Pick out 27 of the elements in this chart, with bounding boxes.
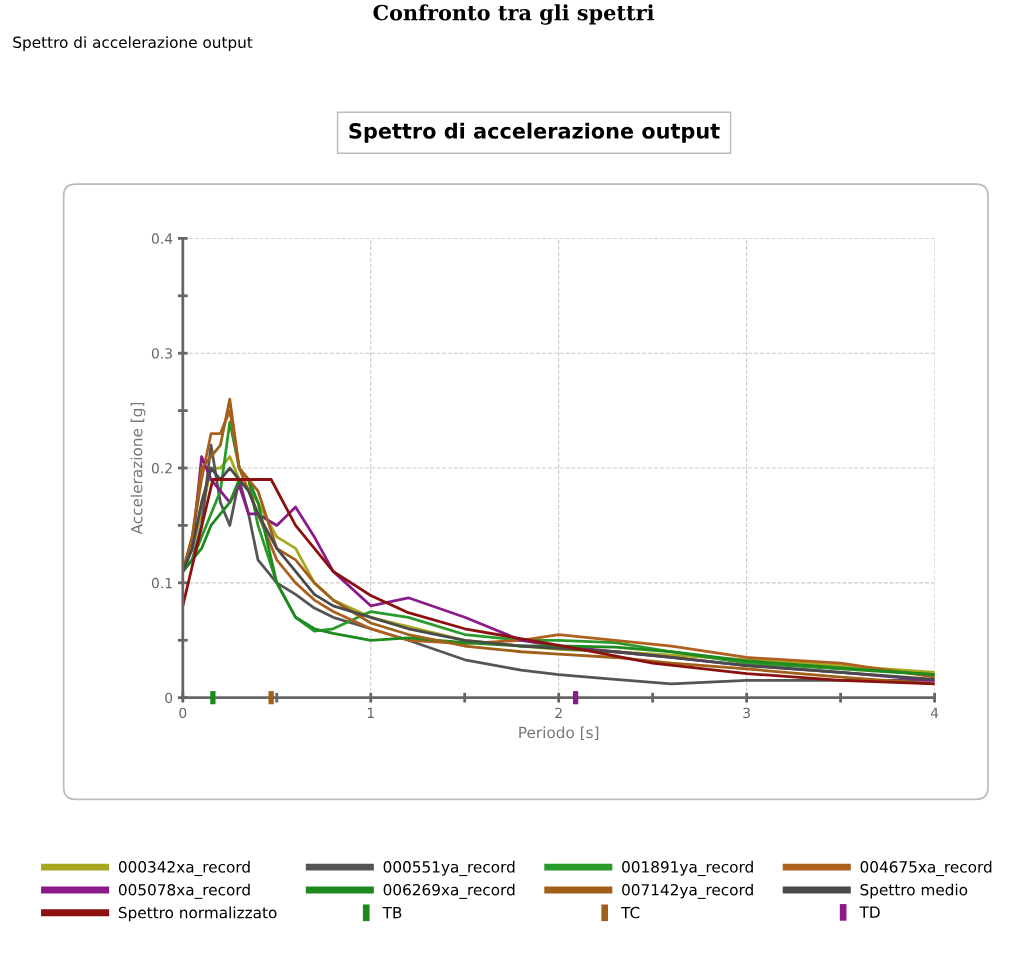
x-tick-label: 0 xyxy=(179,707,187,719)
legend-label: 000342xa_record xyxy=(118,860,250,877)
legend-label: TB xyxy=(382,907,402,919)
legend-label: 001891ya_record xyxy=(622,860,753,877)
legend-label: 007142ya_record xyxy=(622,883,753,899)
y-tick-label: 0.1 xyxy=(151,577,172,589)
chart-title: Spettro di accelerazione output xyxy=(349,122,720,143)
x-tick-label: 2 xyxy=(555,707,562,718)
text: Spettro di accelerazione output xyxy=(13,36,253,51)
legend-label: TD xyxy=(859,906,880,918)
text: Confronto tra gli spettri xyxy=(373,4,655,25)
y-tick-label: 0 xyxy=(165,692,173,704)
x-tick-label: 4 xyxy=(930,707,939,718)
legend-label: Spettro medio xyxy=(860,883,968,899)
legend-label: 004675xa_record xyxy=(860,860,992,877)
x-tick-label: 3 xyxy=(743,707,750,719)
legend-label: 005078xa_record xyxy=(118,883,250,899)
y-tick-label: 0.4 xyxy=(151,233,173,244)
x-tick-label: 1 xyxy=(367,707,374,718)
legend-label: 000551ya_record xyxy=(383,860,515,877)
y-tick-label: 0.3 xyxy=(151,348,172,359)
y-tick-label: 0.2 xyxy=(151,463,172,474)
legend-label: 006269xa_record xyxy=(383,883,515,899)
x-axis-title: Periodo [s] xyxy=(519,726,599,741)
y-axis-title: Accelerazione [g] xyxy=(130,402,146,535)
legend-label: Spettro normalizzato xyxy=(118,906,277,922)
legend-label: TC xyxy=(621,906,640,919)
